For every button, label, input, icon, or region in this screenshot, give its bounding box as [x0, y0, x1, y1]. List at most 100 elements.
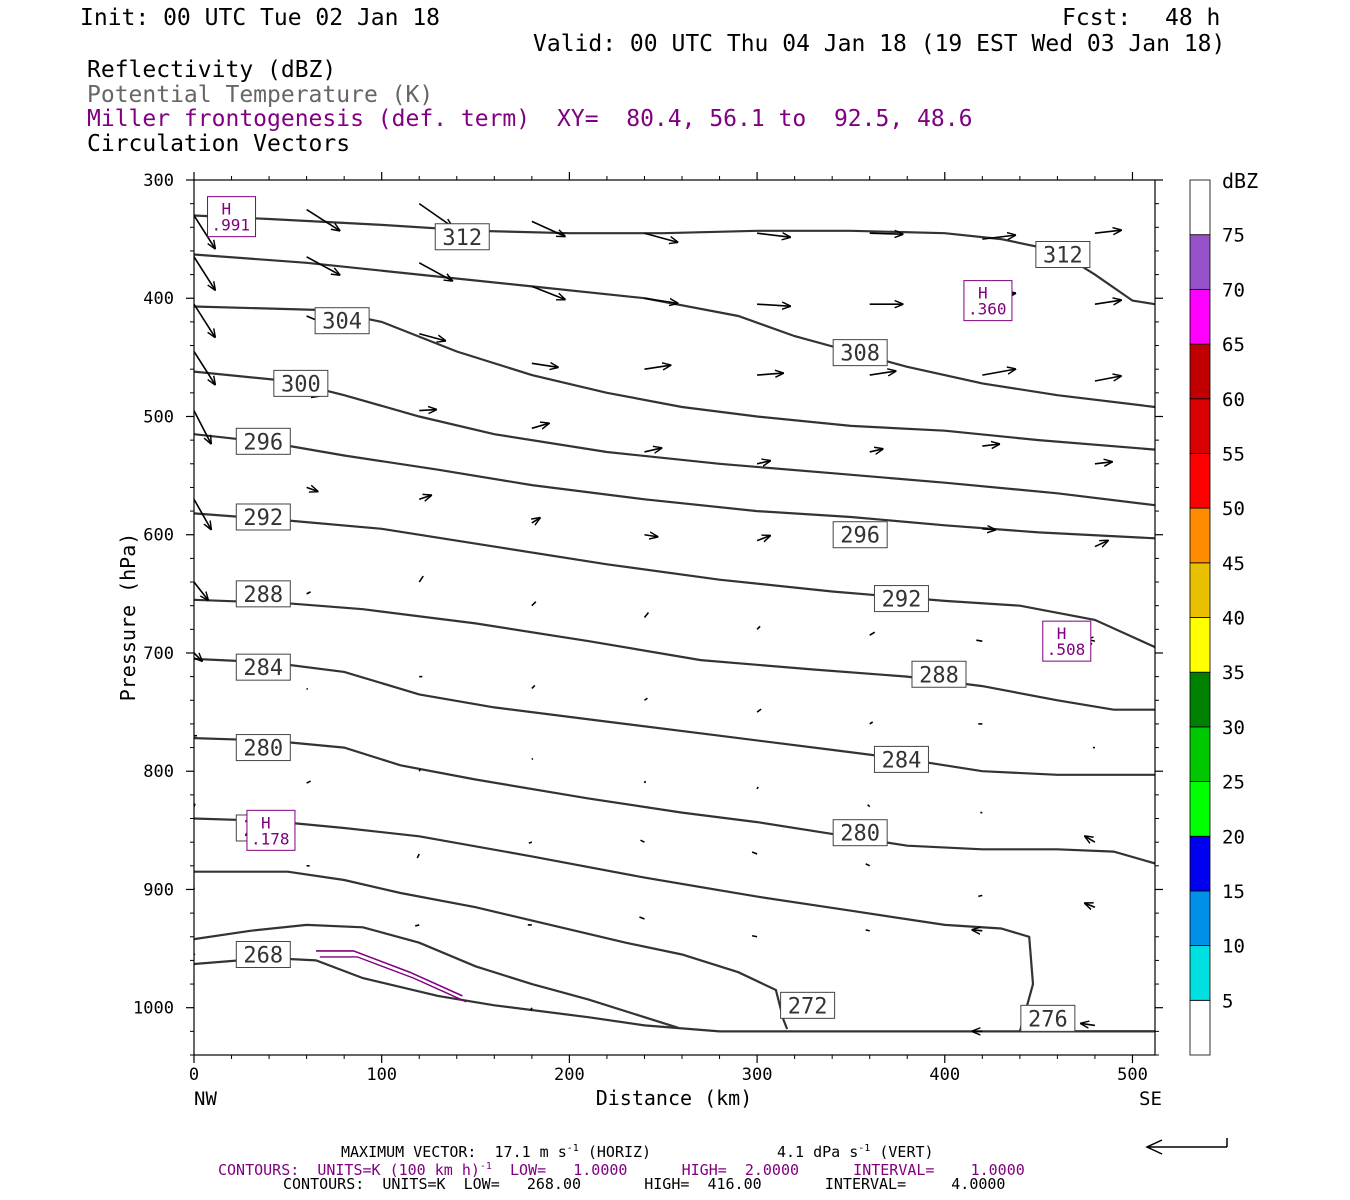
circulation-vector — [982, 529, 995, 530]
circulation-vector — [531, 423, 549, 428]
circulation-vector — [1094, 300, 1121, 304]
circulation-vector — [418, 575, 424, 583]
plot-frame — [193, 179, 1156, 1056]
colorbar-tick-label: 50 — [1222, 498, 1245, 520]
field-potential-temperature: Potential Temperature (K) — [87, 82, 434, 108]
circulation-vector — [640, 839, 645, 843]
circulation-vector — [982, 235, 1015, 239]
contour-label: 292 — [882, 588, 922, 613]
x-axis-right-end-label: SE — [1139, 1088, 1162, 1110]
circulation-vector — [865, 863, 871, 867]
circulation-vector — [419, 410, 436, 411]
contour-label-box — [235, 940, 291, 968]
x-tick-label: 500 — [1117, 1065, 1148, 1085]
circulation-vector — [869, 233, 903, 234]
colorbar-segment — [1189, 562, 1211, 618]
contour-label: 292 — [243, 506, 283, 531]
circulation-vector — [643, 780, 647, 784]
circulation-vector — [639, 916, 645, 920]
contour-label: 296 — [243, 430, 283, 455]
colorbar-tick-label: 20 — [1222, 826, 1245, 848]
circulation-vector — [1085, 836, 1096, 842]
frontogenesis-max-box — [246, 809, 296, 851]
contour-label-box — [873, 745, 929, 773]
forecast-hour: 48 h — [1165, 5, 1221, 31]
circulation-vector — [306, 487, 318, 491]
circulation-vector — [972, 930, 983, 931]
colorbar-tick-label: 25 — [1222, 772, 1245, 794]
colorbar-tick-label: 70 — [1222, 279, 1245, 301]
circulation-vector — [757, 304, 790, 306]
contour-label-box — [434, 223, 490, 251]
colorbar-segment — [1189, 671, 1211, 728]
colorbar-segment — [1189, 726, 1211, 782]
contour-label-box — [235, 427, 291, 455]
circulation-vector — [194, 652, 202, 661]
circulation-vector — [418, 202, 452, 227]
circulation-vector — [865, 929, 870, 932]
colorbar-tick-label: 15 — [1222, 881, 1245, 903]
y-tick-label: 800 — [143, 762, 174, 782]
circulation-vector — [643, 612, 650, 618]
circulation-vector — [1081, 1023, 1096, 1025]
colorbar-tick-label: 45 — [1222, 553, 1245, 575]
colorbar-segment — [1189, 343, 1211, 400]
contour-label: 288 — [243, 583, 283, 608]
y-axis-label: Pressure (hPa) — [116, 533, 140, 702]
colorbar-tick-label: 30 — [1222, 717, 1245, 739]
theta-contour-276 — [194, 817, 1155, 1033]
y-tick-label: 400 — [143, 289, 174, 309]
theta-contour-272 — [194, 870, 789, 1030]
circulation-vector — [1094, 376, 1121, 382]
circulation-vector — [1094, 541, 1108, 547]
circulation-vector — [1085, 903, 1096, 907]
circulation-vector — [418, 768, 421, 772]
x-tick-label: 100 — [366, 1065, 397, 1085]
colorbar-tick-label: 40 — [1222, 608, 1245, 630]
contour-label: 280 — [243, 737, 283, 762]
frontogenesis-max-box — [963, 280, 1013, 322]
colorbar-segment — [1189, 617, 1211, 673]
frontogenesis-max-label: H — [222, 200, 232, 219]
field-circulation-vectors: Circulation Vectors — [87, 131, 351, 157]
x-axis-label: Distance (km) — [596, 1086, 753, 1110]
circulation-vector — [194, 215, 215, 248]
contour-label-box — [832, 819, 888, 847]
circulation-vector — [982, 444, 999, 446]
valid-time: Valid: 00 UTC Thu 04 Jan 18 (19 EST Wed … — [533, 31, 1226, 57]
forecast-label: Fcst: — [1062, 5, 1132, 31]
circulation-vector — [194, 498, 211, 529]
contour-label: 288 — [919, 663, 959, 688]
circulation-vector — [194, 410, 211, 444]
circulation-vector — [869, 631, 876, 636]
contour-label: 312 — [1043, 243, 1083, 268]
contour-label-box — [780, 991, 836, 1019]
frontogenesis-contour-info: CONTOURS: UNITS=K (100 km h)-1 LOW= 1.00… — [218, 1161, 1025, 1179]
circulation-vector — [751, 851, 758, 855]
theta-contour-296 — [194, 433, 1155, 540]
circulation-vector — [306, 687, 309, 691]
contour-label-box — [1035, 240, 1091, 268]
theta-contour-280 — [194, 737, 1155, 865]
colorbar-segment — [1189, 890, 1211, 947]
circulation-vector — [976, 639, 983, 642]
theta-contour-304 — [194, 305, 1155, 451]
contour-label-box — [314, 307, 370, 335]
circulation-vector — [644, 365, 670, 369]
circulation-vector — [1094, 462, 1112, 464]
contour-label-box — [235, 580, 291, 608]
colorbar-segment — [1189, 453, 1211, 509]
contour-label-box — [273, 369, 329, 397]
circulation-vector — [416, 853, 420, 859]
circulation-vector — [644, 297, 677, 303]
y-tick-label: 900 — [143, 880, 174, 900]
circulation-vector — [978, 894, 983, 898]
circulation-vector — [531, 601, 537, 607]
colorbar-tick-label: 55 — [1222, 443, 1245, 465]
circulation-vector — [756, 536, 770, 541]
circulation-vector — [419, 332, 445, 341]
theta-contour-292 — [194, 512, 1155, 649]
theta-contour-268 — [194, 923, 679, 1029]
colorbar-segment — [1189, 288, 1211, 345]
circulation-vector — [756, 233, 790, 237]
